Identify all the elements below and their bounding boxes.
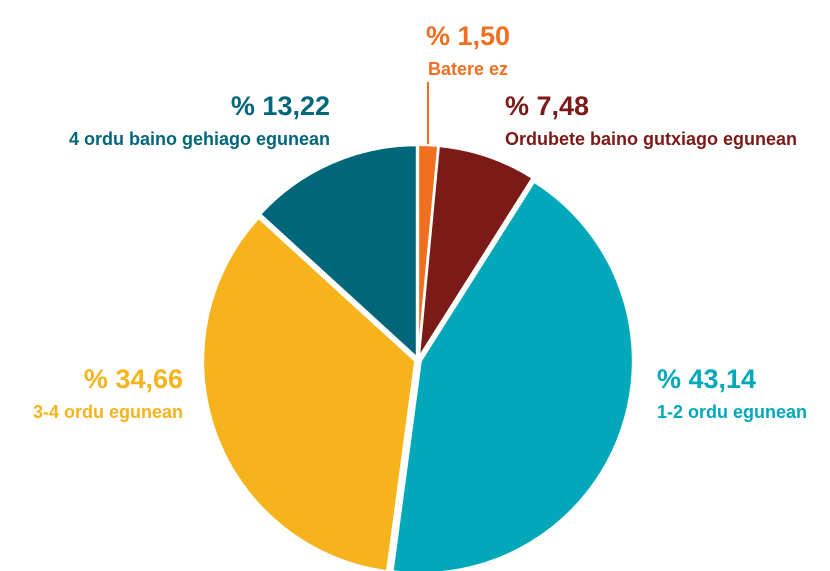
pie-slice (417, 145, 534, 359)
pie-slice (202, 217, 417, 571)
pie-slice (391, 180, 634, 571)
category-label: Batere ez (428, 59, 508, 79)
value-label: % 1,50 (426, 21, 510, 51)
value-label: % 43,14 (657, 364, 756, 394)
value-label: % 34,66 (84, 364, 183, 394)
value-label: % 7,48 (505, 91, 589, 121)
category-label: 4 ordu baino gehiago egunean (69, 129, 330, 149)
category-label: Ordubete baino gutxiago egunean (505, 129, 797, 149)
pie-slice (259, 144, 418, 359)
category-label: 3-4 ordu egunean (33, 402, 183, 422)
category-label: 1-2 ordu egunean (657, 402, 807, 422)
value-label: % 13,22 (231, 91, 330, 121)
